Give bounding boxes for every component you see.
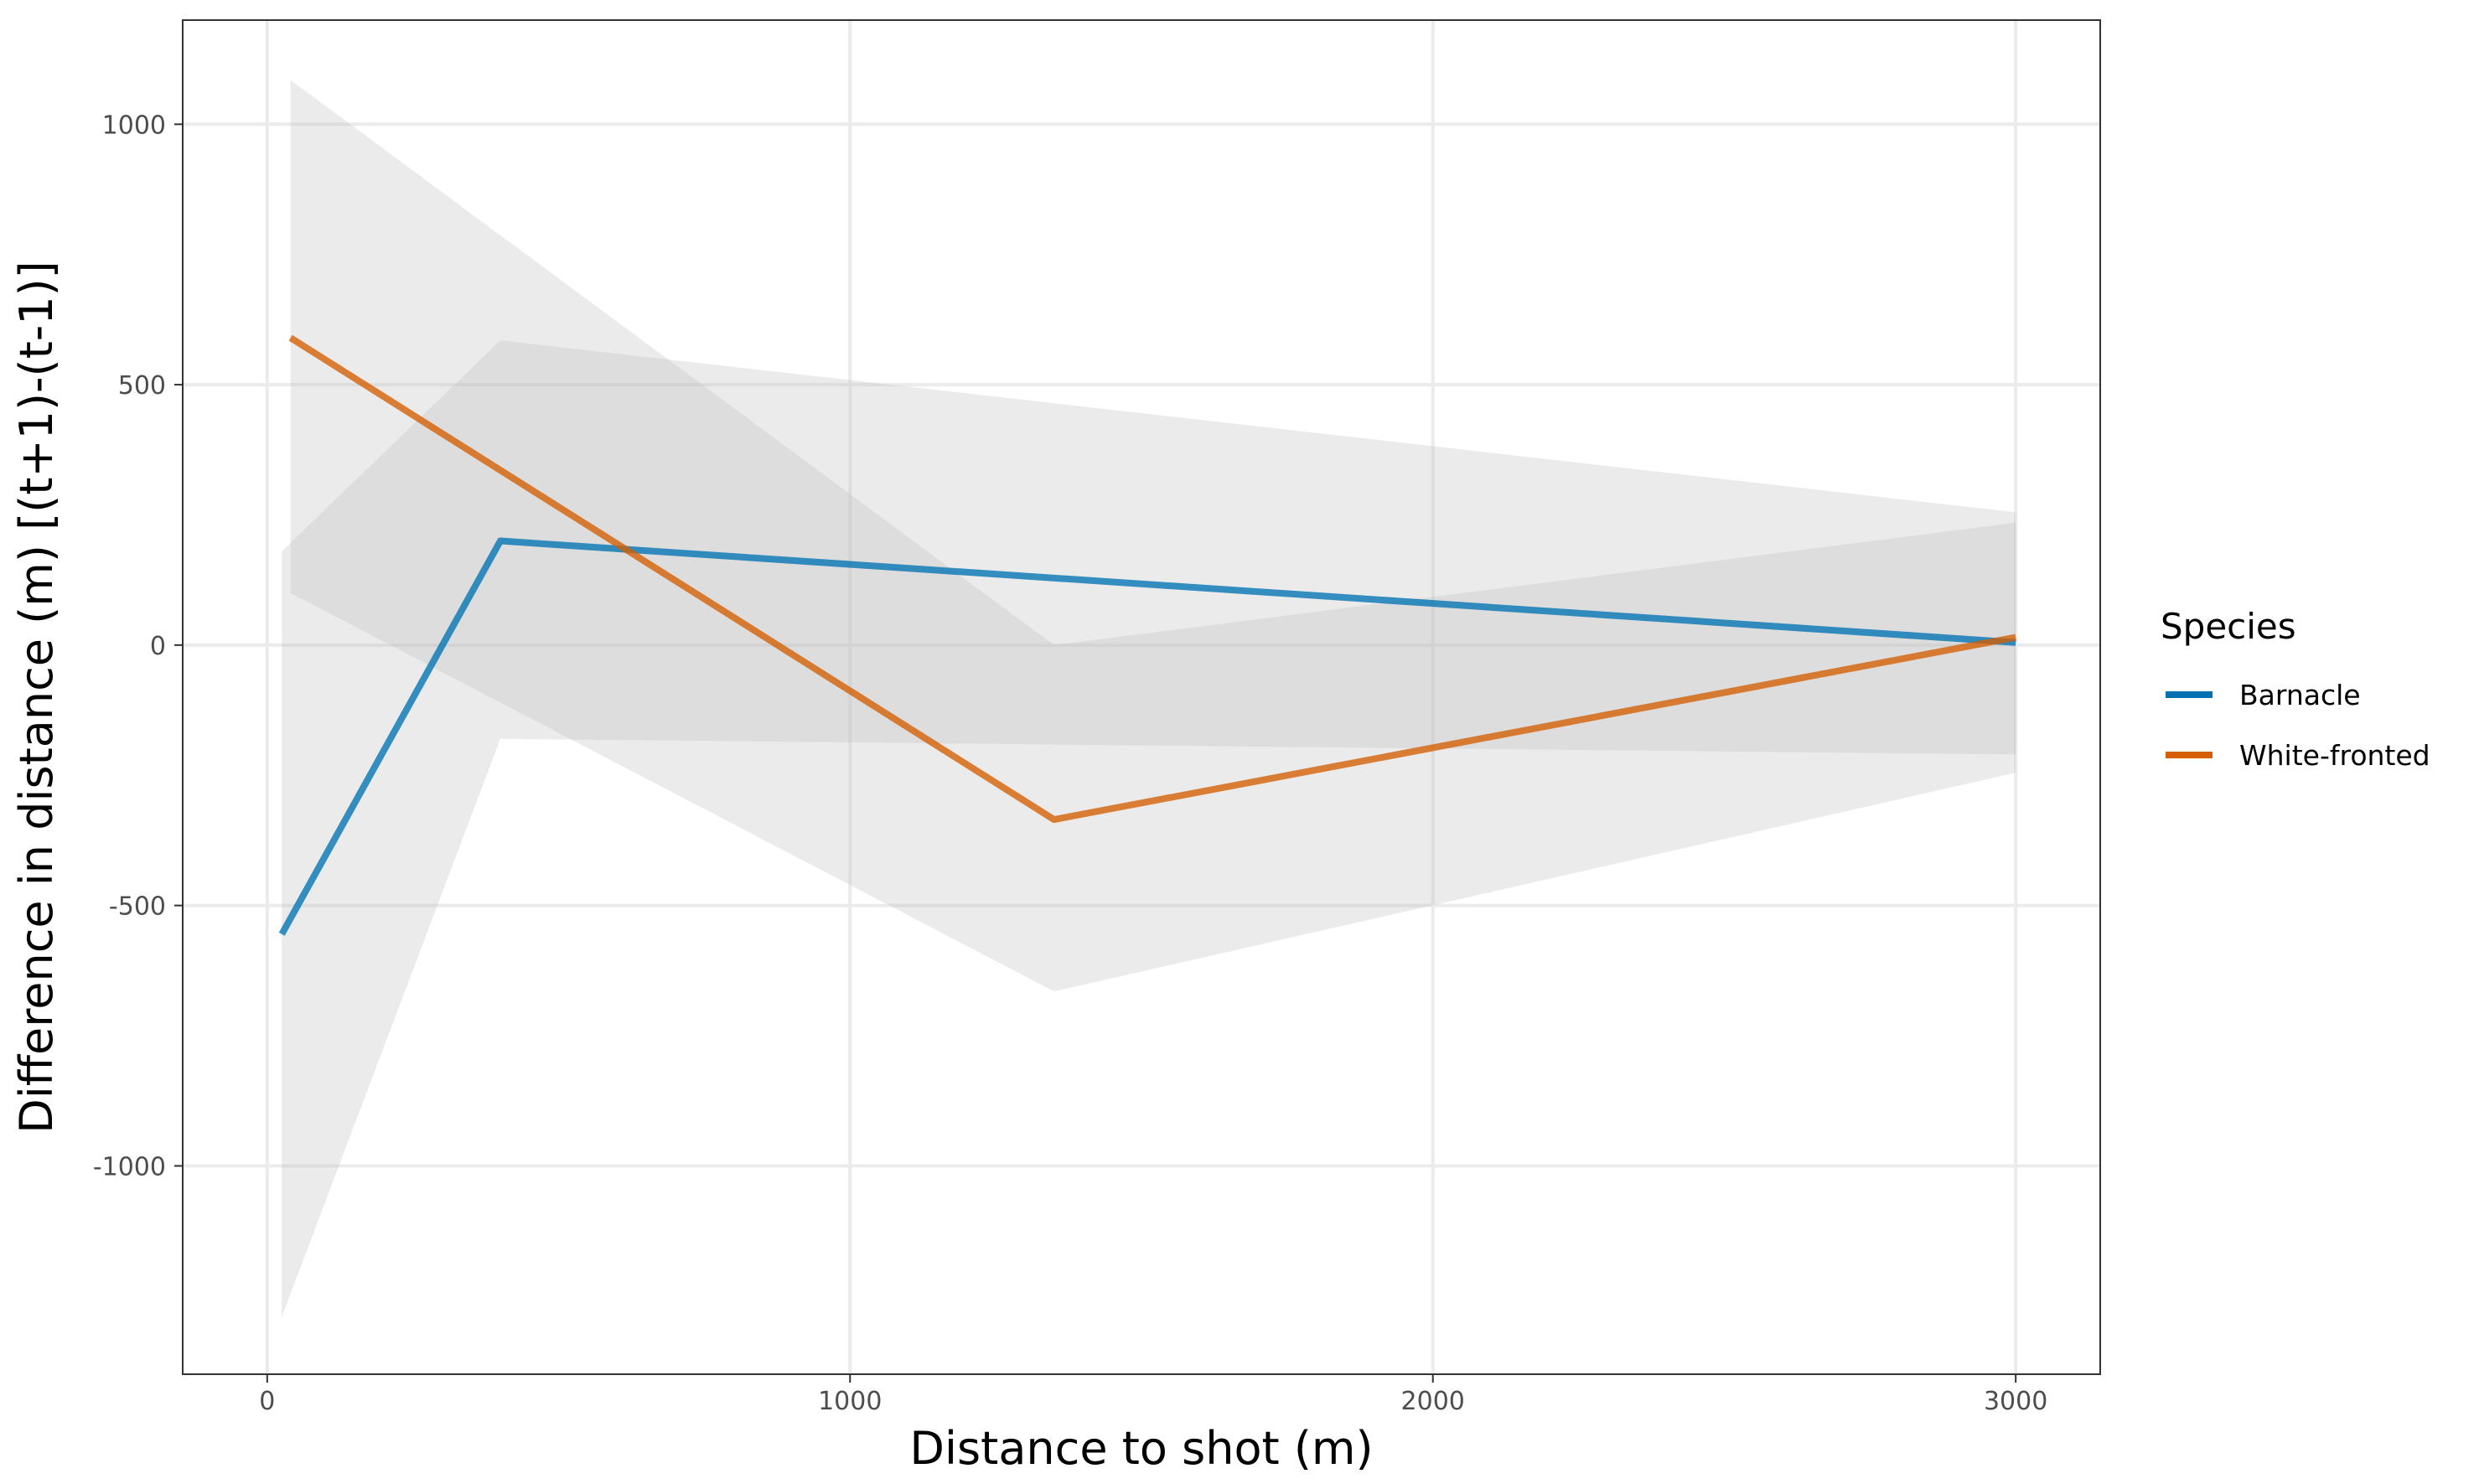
y-tick-label-2: 0 [150, 632, 166, 661]
y-tick-label-1: -500 [109, 892, 166, 922]
y-tick-label-3: 500 [118, 371, 166, 401]
series-lines [278, 334, 2016, 936]
x-tick-label-0: 0 [259, 1387, 275, 1416]
panel-background [183, 20, 2100, 1374]
x-tick-label-2: 2000 [1401, 1387, 1465, 1416]
y-axis-ticks: -1000 -500 0 500 1000 [93, 111, 183, 1182]
y-axis-title: Difference in distance (m) [(t+1)-(t-1)] [10, 261, 63, 1134]
series-line-barnacle [278, 537, 2016, 936]
x-tick-label-1: 1000 [818, 1387, 882, 1416]
legend-label-barnacle: Barnacle [2239, 679, 2361, 711]
x-tick-label-3: 3000 [1984, 1387, 2047, 1416]
grid [183, 20, 2100, 1374]
ribbon-barnacle [282, 340, 2016, 1317]
x-axis-title: Distance to shot (m) [909, 1422, 1373, 1475]
x-axis-ticks: 0 1000 2000 3000 [259, 1374, 2047, 1416]
series-line-white-fronted [288, 334, 2016, 824]
y-tick-label-0: -1000 [93, 1152, 166, 1182]
panel-border [182, 19, 2101, 1375]
legend-title: Species [2161, 606, 2296, 647]
legend-label-white-fronted: White-fronted [2239, 739, 2430, 772]
confidence-ribbons [282, 80, 2016, 1317]
y-tick-label-4: 1000 [102, 111, 166, 140]
ribbon-white-fronted [290, 80, 2016, 992]
legend: Species Barnacle White-fronted [2161, 606, 2430, 772]
